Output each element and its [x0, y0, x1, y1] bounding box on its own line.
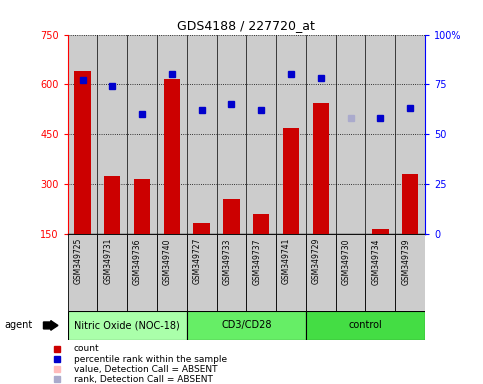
Bar [74, 71, 91, 234]
Text: GSM349734: GSM349734 [371, 238, 381, 285]
Text: GSM349739: GSM349739 [401, 238, 410, 285]
Bar [98, 234, 127, 311]
Text: GSM349725: GSM349725 [73, 238, 83, 285]
Bar [164, 79, 180, 234]
Bar [306, 234, 336, 311]
Bar [306, 311, 425, 340]
Text: GSM349727: GSM349727 [193, 238, 202, 285]
Bar [187, 311, 306, 340]
Text: CD3/CD28: CD3/CD28 [221, 320, 271, 331]
Text: Nitric Oxide (NOC-18): Nitric Oxide (NOC-18) [74, 320, 180, 331]
Text: GSM349733: GSM349733 [223, 238, 231, 285]
Bar [68, 311, 187, 340]
Bar [157, 234, 187, 311]
Text: GSM349730: GSM349730 [341, 238, 351, 285]
Bar [366, 234, 395, 311]
Bar [134, 179, 150, 234]
Bar [283, 128, 299, 234]
Text: count: count [74, 344, 99, 353]
Text: agent: agent [5, 320, 33, 331]
Bar [276, 234, 306, 311]
Bar [187, 234, 216, 311]
Bar [402, 174, 418, 234]
Bar [127, 234, 157, 311]
Bar [336, 234, 366, 311]
Bar [342, 234, 359, 243]
Bar [372, 229, 388, 234]
Bar [395, 234, 425, 311]
Bar [253, 214, 270, 234]
Text: control: control [349, 320, 383, 331]
Bar [194, 223, 210, 234]
Title: GDS4188 / 227720_at: GDS4188 / 227720_at [177, 19, 315, 32]
Bar [104, 176, 120, 234]
Text: GSM349737: GSM349737 [252, 238, 261, 285]
Bar [313, 103, 329, 234]
Bar [246, 234, 276, 311]
Text: value, Detection Call = ABSENT: value, Detection Call = ABSENT [74, 365, 217, 374]
Bar [223, 199, 240, 234]
Text: percentile rank within the sample: percentile rank within the sample [74, 354, 227, 364]
Text: GSM349740: GSM349740 [163, 238, 172, 285]
Bar [216, 234, 246, 311]
Text: GSM349736: GSM349736 [133, 238, 142, 285]
Bar [68, 234, 98, 311]
Text: GSM349731: GSM349731 [103, 238, 112, 285]
Text: GSM349741: GSM349741 [282, 238, 291, 285]
Text: rank, Detection Call = ABSENT: rank, Detection Call = ABSENT [74, 375, 213, 384]
Text: GSM349729: GSM349729 [312, 238, 321, 285]
